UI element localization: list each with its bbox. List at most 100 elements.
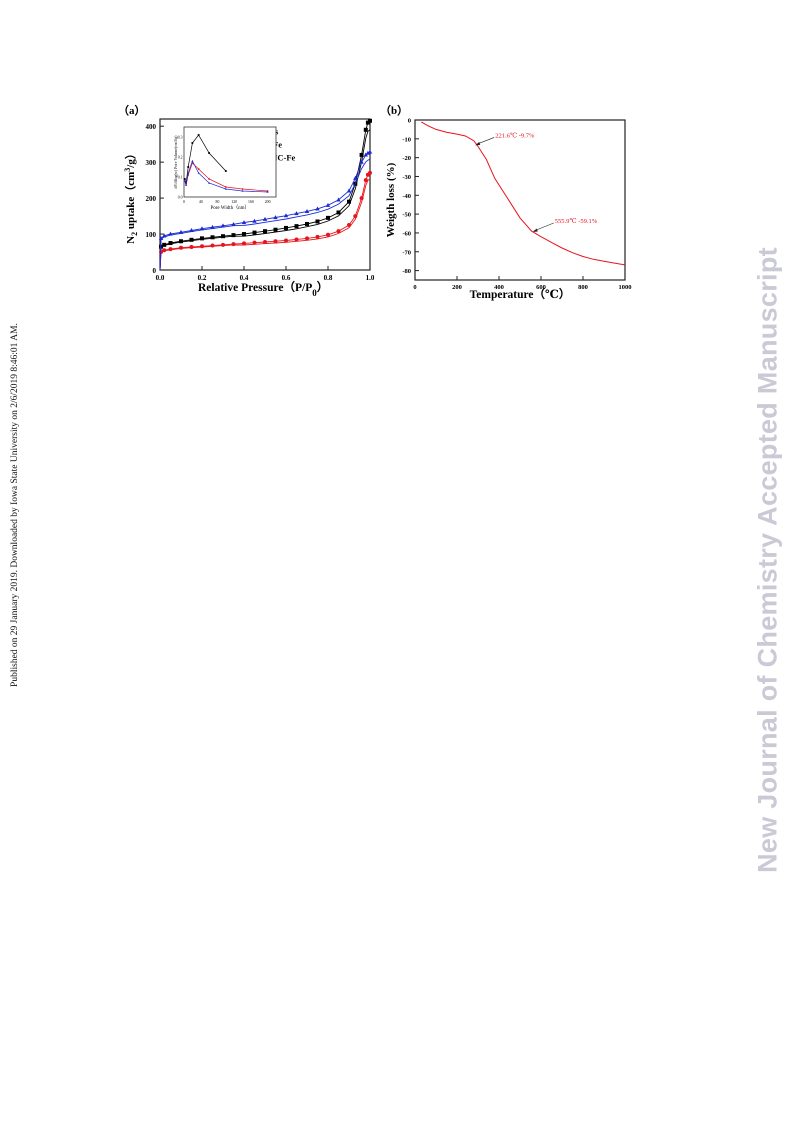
inset-x-tick-label: 160 <box>248 200 254 204</box>
data-point <box>262 216 268 221</box>
inset-data-point <box>191 142 194 144</box>
data-point <box>304 208 310 213</box>
y-tick-label: 0 <box>408 118 411 125</box>
data-point <box>178 229 184 234</box>
data-point <box>326 215 330 220</box>
x-tick-label: 0.6 <box>282 274 291 282</box>
data-point <box>336 229 341 234</box>
data-point <box>263 229 267 234</box>
data-point <box>162 242 167 247</box>
panel-a-plot-frame <box>159 118 371 271</box>
y-tick-label: -30 <box>402 174 411 181</box>
data-point <box>305 236 309 241</box>
panel-b-plot-frame <box>414 119 626 281</box>
data-point <box>162 248 167 253</box>
data-point <box>359 196 364 201</box>
panel-b-annotations: 221.6℃ -9.7% 555.9℃ -59.1% <box>475 131 598 232</box>
inset-data-point <box>197 134 200 136</box>
data-point <box>231 221 236 226</box>
tga-curve <box>421 121 626 266</box>
data-point <box>242 241 246 246</box>
y-tick-label: -40 <box>402 193 411 200</box>
inset-data-point <box>208 178 210 180</box>
inset-data-point <box>185 182 187 184</box>
panel-b-label: （b） <box>380 104 408 117</box>
inset-x-tick-label: 40 <box>199 200 203 204</box>
inset-data-point <box>183 179 186 182</box>
inset-x-tick-label: 80 <box>216 200 220 204</box>
panel-b-series <box>421 121 626 266</box>
x-tick-label: 0.2 <box>198 274 207 282</box>
panel-a-x-ticks: 0.0 0.2 0.4 0.6 0.8 1.0 <box>156 266 375 282</box>
data-point <box>231 242 236 247</box>
data-point <box>199 226 205 231</box>
inset-data-point <box>224 186 227 188</box>
x-tick-label: 0.8 <box>324 274 333 282</box>
y-tick-label: -70 <box>402 249 411 256</box>
data-point <box>168 231 173 236</box>
data-point <box>242 232 246 237</box>
inset-data-point <box>208 181 211 184</box>
y-tick-label: -20 <box>402 155 411 162</box>
inset-data-point <box>185 183 188 186</box>
annotation-arrowhead <box>475 141 481 146</box>
series-line-ru-nc-fe <box>159 151 371 271</box>
annotation-label: 221.6℃ -9.7% <box>495 131 535 139</box>
data-point <box>284 225 288 230</box>
inset-data-point <box>187 166 190 168</box>
journal-watermark: New Journal of Chemistry Accepted Manusc… <box>730 0 793 1123</box>
data-point <box>241 220 247 225</box>
panel-a-inset-chart: 0 40 80 120 160 200 0.0 0.1 0.2 0.3 Pore Width（nm）… <box>173 126 277 211</box>
publication-side-note: Published on 29 January 2019. Downloaded… <box>0 0 30 1123</box>
data-point <box>346 188 352 193</box>
data-point <box>294 237 299 242</box>
x-tick-label: 0 <box>413 284 416 291</box>
data-point <box>158 235 164 240</box>
data-point <box>368 118 372 123</box>
data-point <box>315 234 320 239</box>
inset-data-point <box>197 171 200 174</box>
panel-a-x-axis-label: Relative Pressure（P/P0） <box>198 280 328 298</box>
data-point <box>210 235 215 240</box>
panel-a-label: （a） <box>118 104 146 117</box>
data-point <box>347 199 351 204</box>
data-point <box>359 152 364 157</box>
data-point <box>347 223 351 228</box>
inset-data-point <box>187 171 190 174</box>
data-point <box>200 236 204 241</box>
data-point <box>359 159 364 164</box>
panel-b-y-ticks: 0 -10 -20 -30 -40 -50 -60 -70 -80 <box>402 118 419 275</box>
inset-y-tick-label: 0.3 <box>178 136 183 140</box>
y-tick-label: -80 <box>402 268 411 275</box>
y-tick-label: 200 <box>146 195 157 203</box>
inset-x-axis-label: Pore Width（nm） <box>210 205 249 211</box>
y-tick-label: -10 <box>402 136 411 143</box>
x-tick-label: 800 <box>578 284 588 291</box>
data-point <box>294 211 299 216</box>
inset-data-point <box>197 168 200 170</box>
data-point <box>179 239 183 244</box>
data-point <box>273 239 278 244</box>
data-point <box>365 150 371 155</box>
data-point <box>231 233 236 238</box>
inset-data-point <box>208 152 210 154</box>
data-point <box>315 219 320 224</box>
data-point <box>189 237 194 242</box>
data-point <box>210 224 215 229</box>
data-point <box>252 240 257 245</box>
data-point <box>326 232 330 237</box>
inset-y-tick-label: 0.2 <box>178 156 183 160</box>
data-point <box>162 233 167 238</box>
panel-b-x-ticks: 0 200 400 600 800 1000 <box>413 276 632 291</box>
data-point <box>336 210 341 215</box>
data-point <box>284 238 288 243</box>
inset-y-tick-label: 0.1 <box>178 176 183 180</box>
x-tick-label: 200 <box>452 284 462 291</box>
inset-data-point <box>224 187 227 190</box>
data-point <box>189 244 194 249</box>
data-point <box>283 213 289 218</box>
x-tick-label: 0.0 <box>156 274 165 282</box>
inset-y-axis-label: dV/dlog(w) Pore Volume(cm3/g) <box>173 135 178 189</box>
x-tick-label: 1.0 <box>366 274 375 282</box>
